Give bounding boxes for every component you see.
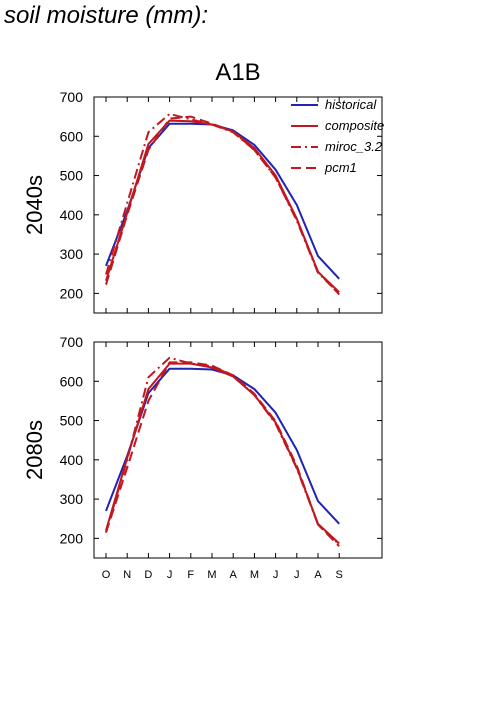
x-tick-label: J [167, 569, 173, 581]
series-line-pcm1 [105, 361, 340, 547]
x-tick-label: D [144, 569, 152, 581]
series-line-historical [105, 122, 340, 280]
series-line-historical [105, 367, 340, 525]
x-tick-label: J [273, 569, 279, 581]
series-line-pcm1 [105, 115, 340, 296]
y-tick-label: 200 [60, 285, 84, 301]
y-tick-label: 700 [60, 334, 84, 350]
y-tick-label: 400 [60, 207, 84, 223]
series-line-composite [105, 119, 340, 293]
x-tick-label: A [230, 569, 238, 581]
page-title: soil moisture (mm): [4, 2, 209, 29]
y-tick-label: 600 [60, 373, 84, 389]
y-axis-label: 2040s [22, 175, 47, 235]
legend-label: composite [325, 118, 384, 133]
x-tick-label: S [336, 569, 343, 581]
x-tick-label: O [102, 569, 111, 581]
y-axis-label: 2080s [22, 420, 47, 480]
y-tick-label: 300 [60, 491, 84, 507]
y-tick-label: 500 [60, 413, 84, 429]
y-tick-label: 200 [60, 530, 84, 546]
legend-label: historical [325, 97, 377, 112]
y-tick-label: 700 [60, 89, 84, 105]
y-tick-label: 500 [60, 168, 84, 184]
x-tick-label: A [314, 569, 322, 581]
plot-frame [93, 96, 383, 314]
legend-label: pcm1 [324, 160, 357, 175]
x-tick-label: F [187, 569, 194, 581]
x-tick-label: N [123, 569, 131, 581]
series-line-composite [105, 362, 340, 545]
y-tick-label: 300 [60, 246, 84, 262]
x-tick-label: M [207, 569, 216, 581]
x-tick-label: M [250, 569, 259, 581]
y-tick-label: 600 [60, 128, 84, 144]
chart-title: A1B [215, 59, 260, 86]
plot-frame [93, 341, 383, 559]
series-line-miroc-3-2 [105, 356, 340, 546]
y-tick-label: 400 [60, 452, 84, 468]
legend-label: miroc_3.2 [325, 139, 383, 154]
series-line-miroc-3-2 [105, 112, 340, 295]
x-tick-label: J [294, 569, 300, 581]
